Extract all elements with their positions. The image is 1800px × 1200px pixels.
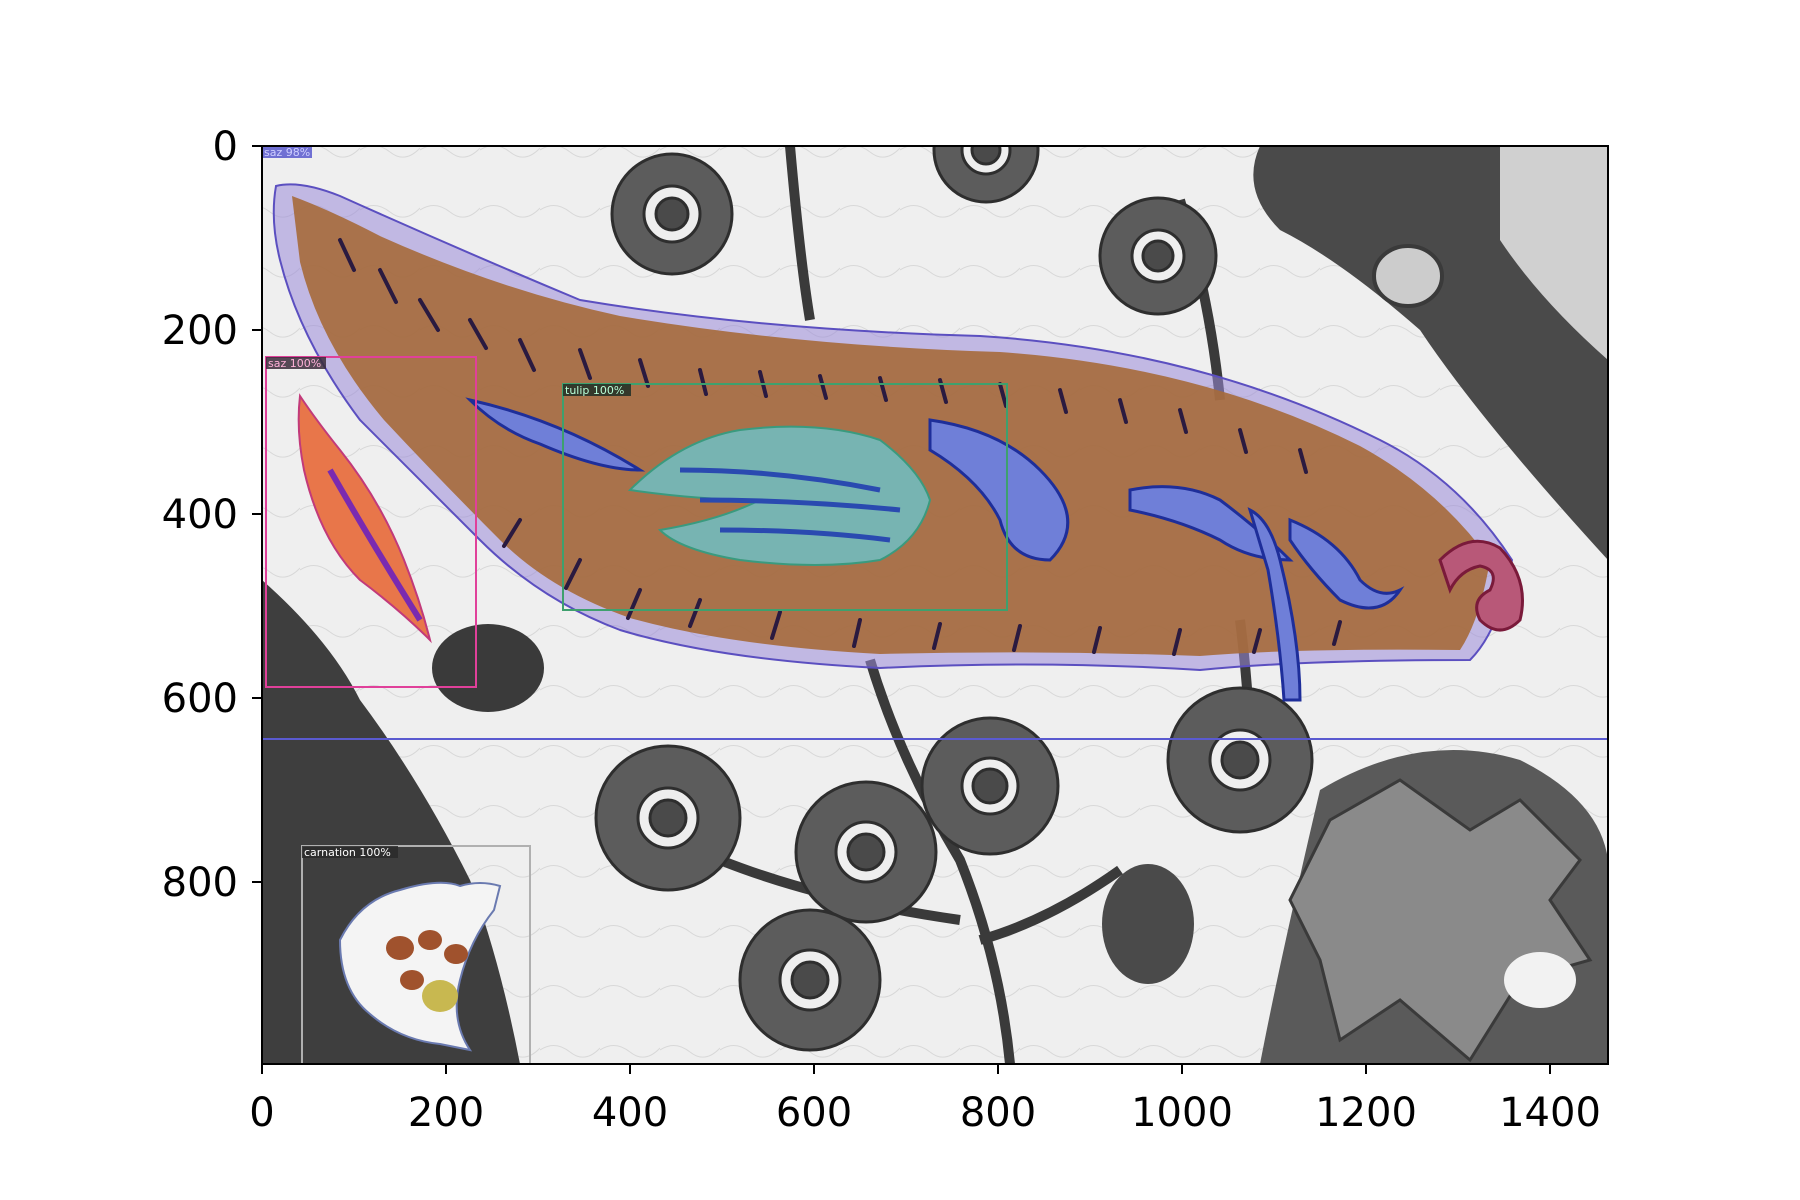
detection-label-text: carnation 100%	[304, 846, 391, 859]
detection-label-saz-100: saz 100%	[266, 357, 326, 370]
axes-frame	[261, 145, 1609, 1065]
detection-label-text: saz 100%	[268, 357, 321, 370]
x-tick-label: 800	[960, 1090, 1036, 1136]
x-tick-label: 200	[408, 1090, 484, 1136]
x-axis: 0 200 400 600 800 1000 1200 1400	[249, 1064, 1601, 1136]
y-axis: 0 200 400 600 800	[162, 124, 262, 906]
x-tick-label: 400	[592, 1090, 668, 1136]
detection-label-text: saz 98%	[264, 146, 310, 159]
y-tick-label: 200	[162, 308, 238, 354]
y-tick-label: 400	[162, 492, 238, 538]
tile-image	[262, 146, 1608, 1064]
x-tick-label: 0	[249, 1090, 274, 1136]
detection-label-text: tulip 100%	[565, 384, 624, 397]
x-tick-label: 1200	[1315, 1090, 1417, 1136]
detection-label-tulip-100: tulip 100%	[563, 384, 631, 397]
detection-label-carnation-100: carnation 100%	[302, 846, 398, 859]
x-tick-label: 1000	[1131, 1090, 1233, 1136]
x-tick-label: 1400	[1499, 1090, 1601, 1136]
y-tick-label: 800	[162, 860, 238, 906]
y-tick-label: 0	[213, 124, 238, 170]
y-tick-label: 600	[162, 676, 238, 722]
detection-label-saz-98: saz 98%	[262, 146, 312, 159]
x-tick-label: 600	[776, 1090, 852, 1136]
